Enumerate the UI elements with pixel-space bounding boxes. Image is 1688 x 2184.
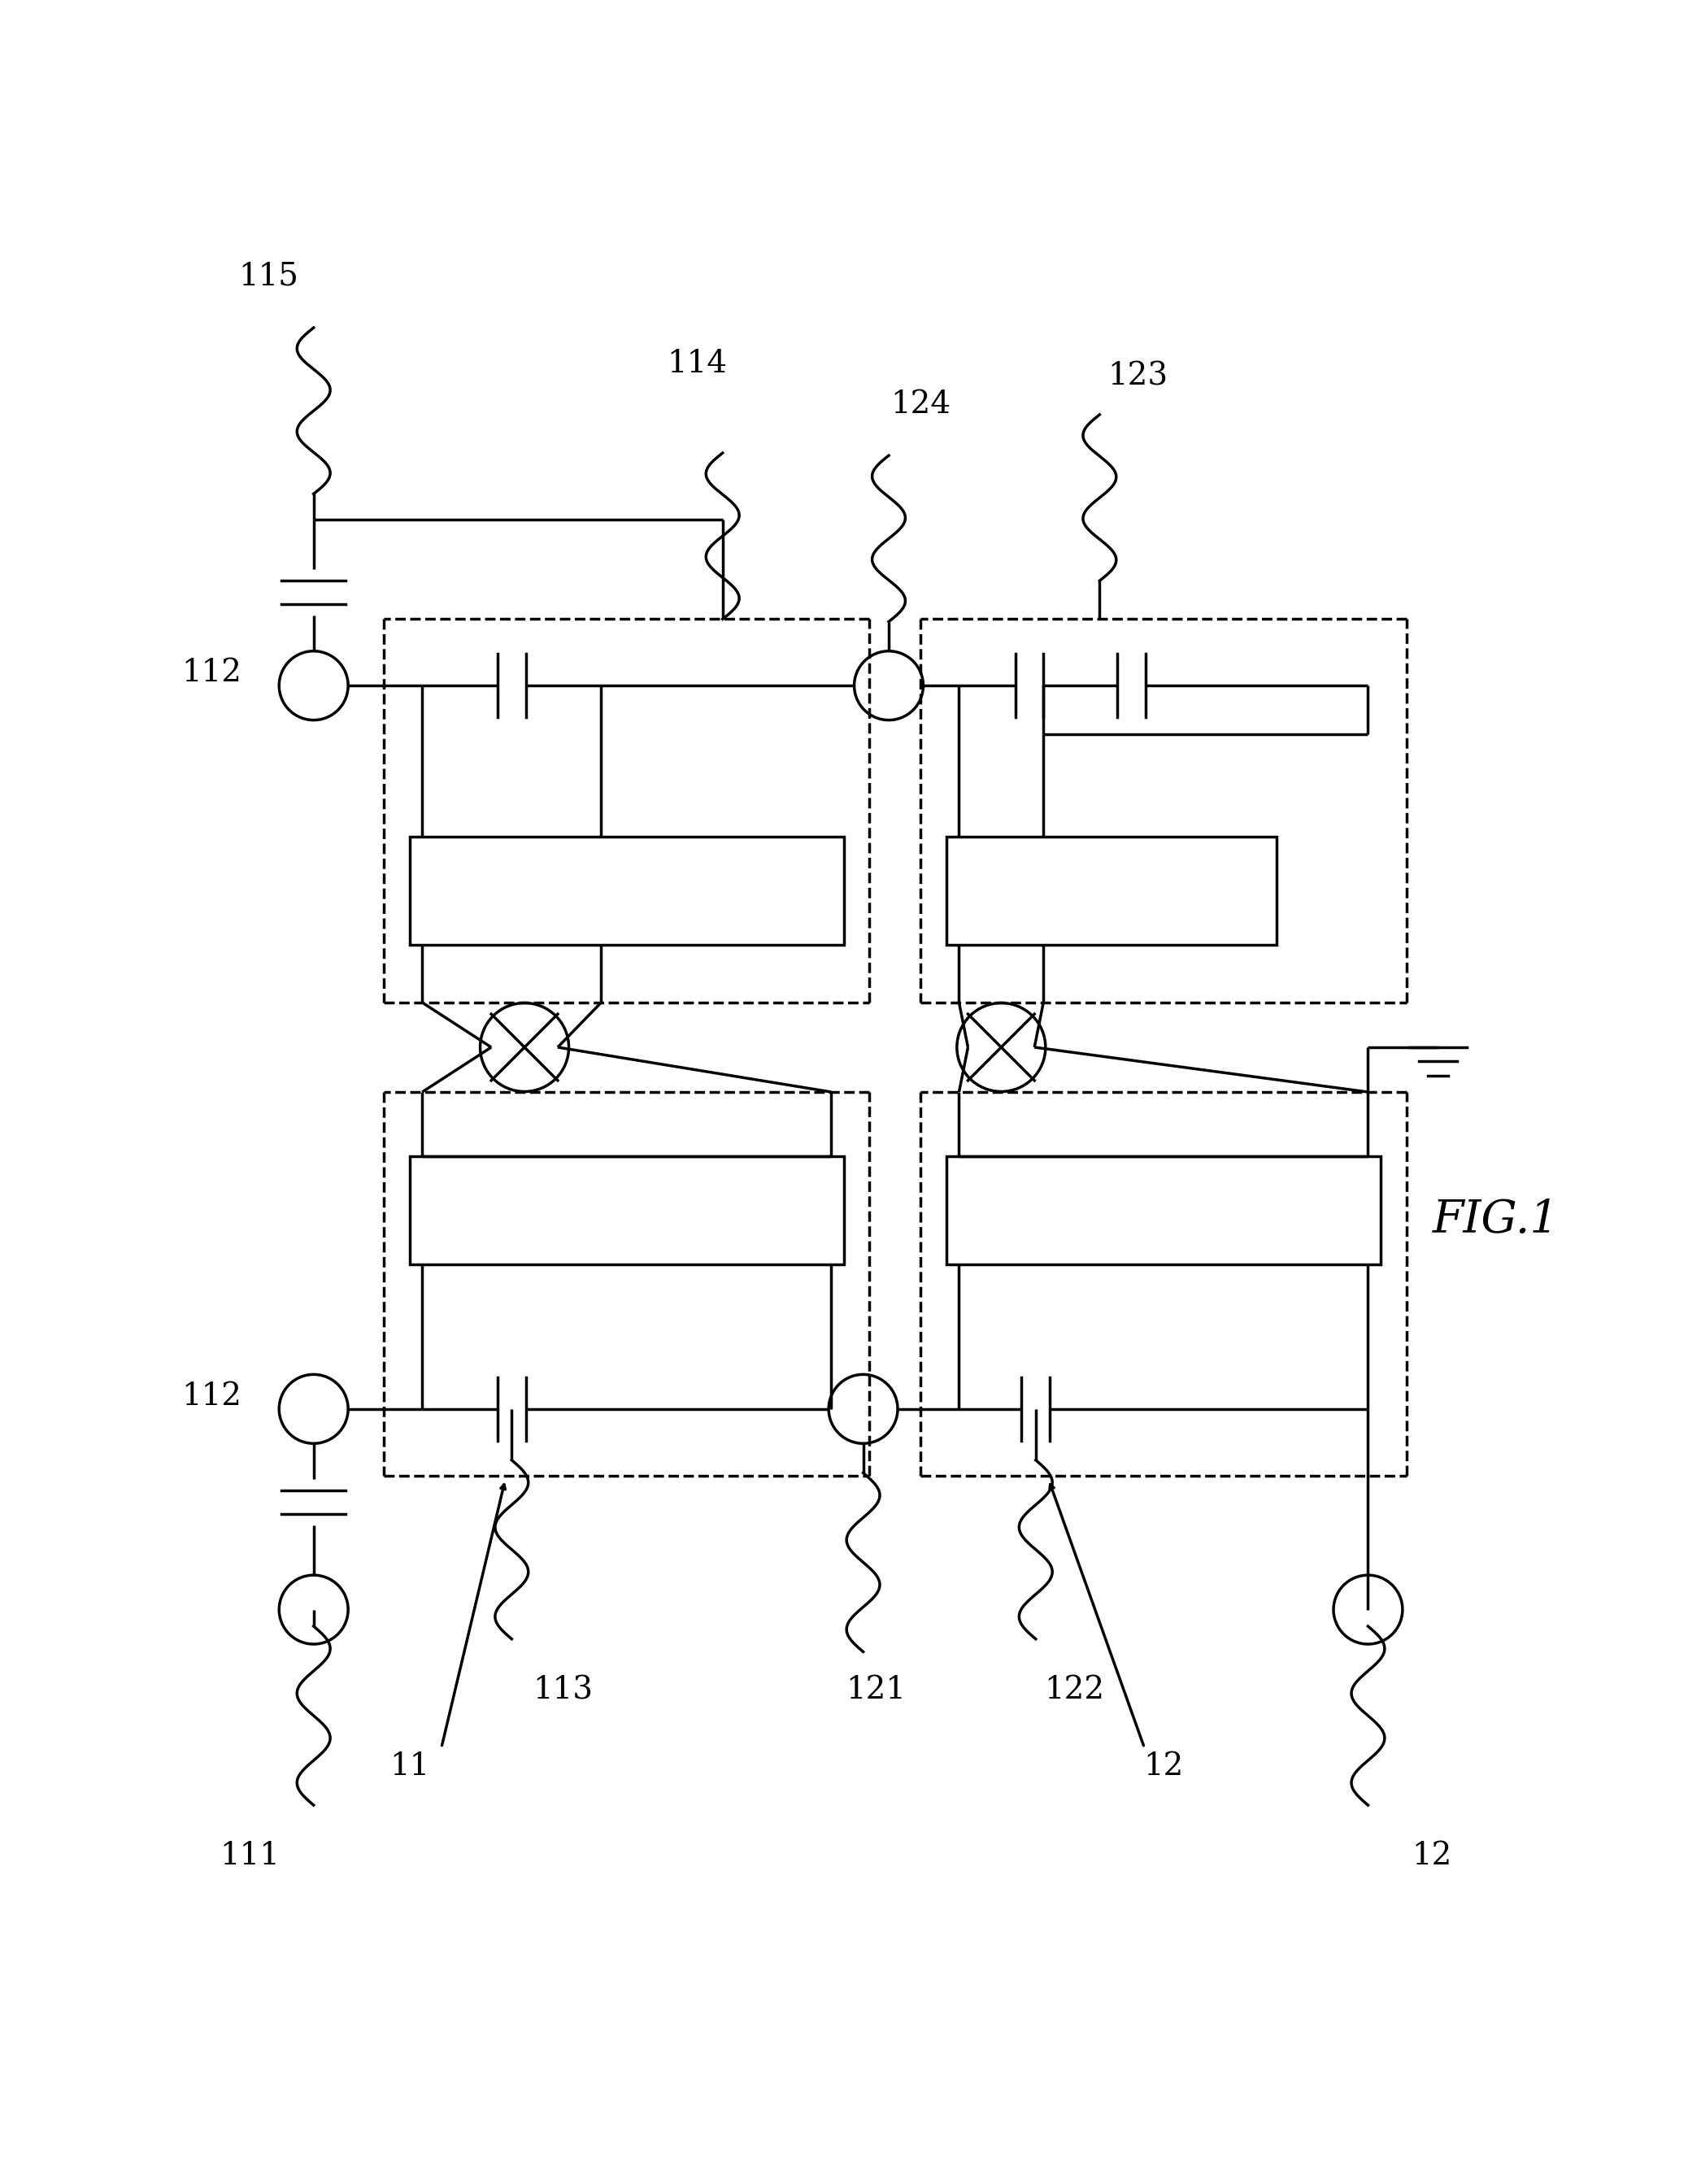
Bar <box>410 1155 844 1265</box>
Text: 113: 113 <box>533 1675 592 1706</box>
Text: 12: 12 <box>1411 1841 1452 1872</box>
Text: 115: 115 <box>238 262 299 293</box>
Text: 124: 124 <box>891 389 950 419</box>
Text: 112: 112 <box>181 1380 241 1411</box>
Text: 122: 122 <box>1043 1675 1104 1706</box>
Text: FIG.1: FIG.1 <box>1433 1197 1560 1243</box>
Bar <box>947 1155 1381 1265</box>
Bar <box>410 836 844 946</box>
Text: 111: 111 <box>219 1841 280 1872</box>
Bar <box>947 836 1276 946</box>
Text: 11: 11 <box>390 1752 429 1782</box>
Text: 12: 12 <box>1143 1752 1183 1782</box>
Text: 114: 114 <box>667 349 728 378</box>
Text: 123: 123 <box>1107 360 1168 391</box>
Text: 121: 121 <box>846 1675 906 1706</box>
Text: 112: 112 <box>181 657 241 688</box>
